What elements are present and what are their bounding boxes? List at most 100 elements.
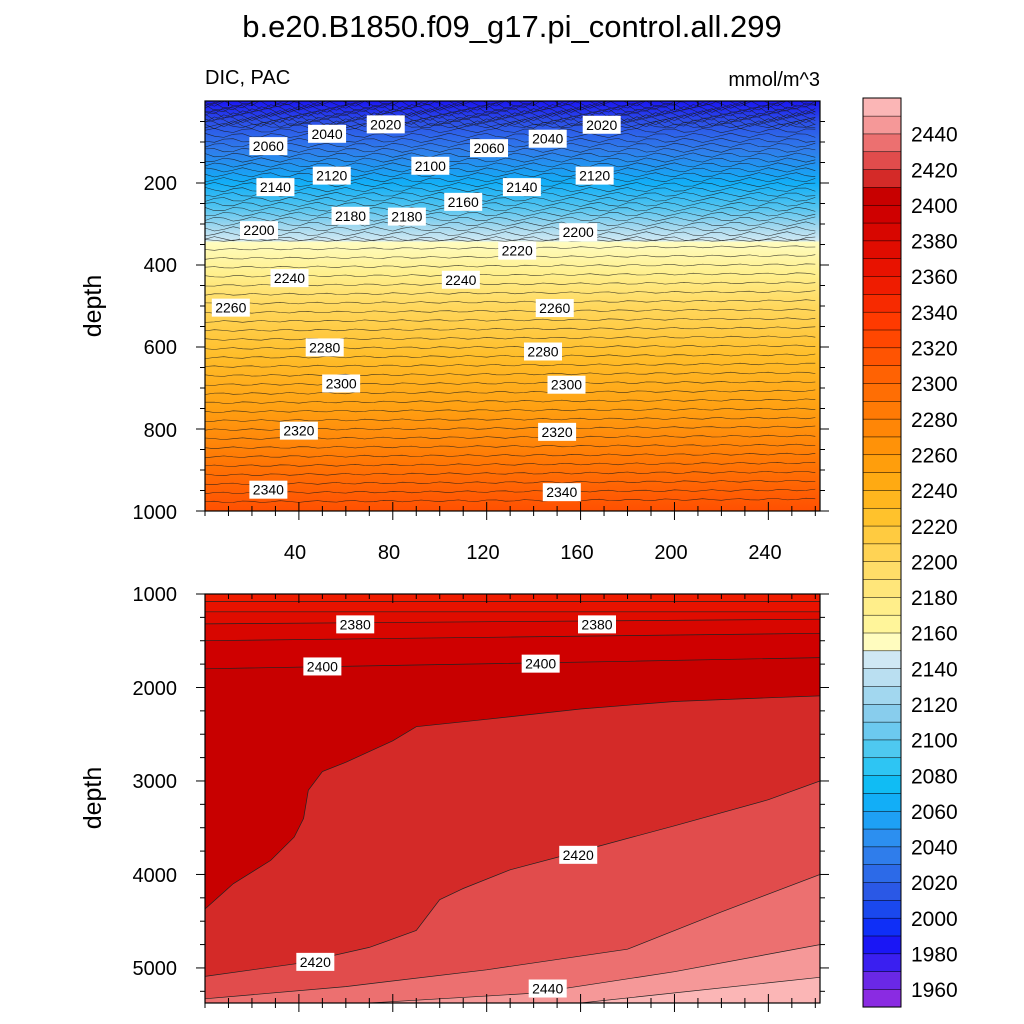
contour-label: 2200 <box>239 221 278 240</box>
colorbar-label: 2360 <box>911 266 958 289</box>
colorbar-box <box>862 757 902 776</box>
contour-line <box>205 695 820 910</box>
contour-label-box <box>575 166 614 185</box>
colorbar-box <box>862 596 902 616</box>
colorbar-box <box>862 275 902 295</box>
contour-line <box>205 780 820 977</box>
contour-label: 2400 <box>521 654 560 673</box>
colorbar-label: 2220 <box>911 516 958 539</box>
contour-label-box <box>303 657 342 676</box>
contour-line <box>205 172 816 178</box>
units-label: mmol/m^3 <box>728 69 820 91</box>
colorbar-label: 2240 <box>911 480 958 503</box>
contour-label-text: 2300 <box>551 377 582 393</box>
colorbar-box <box>862 971 902 990</box>
contour-line <box>205 142 816 148</box>
contour-label-box <box>578 615 617 634</box>
contour-line <box>205 389 816 395</box>
contour-label-text: 2340 <box>546 484 577 500</box>
contour-label-box <box>444 192 483 211</box>
colorbar-label: 2440 <box>911 124 958 147</box>
contour-label: 2180 <box>387 207 426 226</box>
contour-label-box <box>411 156 450 175</box>
contour-label-box <box>270 269 309 288</box>
contour-label-box <box>239 221 278 240</box>
contour-label: 2420 <box>296 952 335 971</box>
contour-label-box <box>547 375 586 394</box>
contour-line <box>205 407 816 413</box>
contour-line <box>205 353 816 359</box>
contour-label: 2280 <box>524 342 563 361</box>
colorbar-box <box>862 97 902 117</box>
contour-label: 2340 <box>542 483 581 502</box>
contour-line <box>205 362 816 368</box>
contour-line <box>205 206 816 212</box>
contour-label-box <box>470 139 509 158</box>
contour-label-box <box>498 241 537 260</box>
contour-label-text: 2120 <box>316 168 347 184</box>
colorbar-box <box>862 293 902 313</box>
contour-label-text: 2040 <box>532 131 563 147</box>
lower-y-tick-labels: 1000 2000 3000 4000 5000 <box>133 584 178 980</box>
contour-label-box <box>308 124 347 143</box>
contour-line <box>205 132 816 138</box>
contour-label: 2120 <box>312 166 351 185</box>
contour-label: 2420 <box>559 845 598 864</box>
contour-label-text: 2320 <box>542 424 573 440</box>
contour-label-text: 2320 <box>283 423 314 439</box>
xtick-label: 80 <box>378 542 400 564</box>
colorbar-box <box>862 668 902 687</box>
contour-label-text: 2280 <box>527 344 558 360</box>
colorbar-box <box>862 311 902 331</box>
colorbar-label: 2280 <box>911 409 958 432</box>
contour-line <box>205 162 816 168</box>
colorbar-box <box>862 240 902 259</box>
upper-y-tick-labels: 200 400 600 800 1000 <box>133 173 178 524</box>
contour-label-box <box>535 299 574 318</box>
lower-contour-labels: 2380 2380 2400 2400 2420 2420 2440 <box>296 615 617 998</box>
colorbar-label: 2160 <box>911 623 958 646</box>
colorbar-label: 2300 <box>911 373 958 396</box>
colorbar-label: 2260 <box>911 445 958 468</box>
colorbar-label: 2380 <box>911 231 958 254</box>
contour-line <box>205 480 816 485</box>
contour-label-box <box>296 952 335 971</box>
contour-label-text: 2020 <box>586 117 617 133</box>
contour-line <box>205 317 816 323</box>
upper-ytick-label: 800 <box>144 420 177 442</box>
colorbar-label: 2080 <box>911 765 958 788</box>
colorbar-label: 2040 <box>911 837 958 860</box>
contour-label: 2300 <box>547 375 586 394</box>
contour-line <box>554 976 820 1003</box>
contour-label-text: 2260 <box>215 300 246 316</box>
contour-label: 2320 <box>279 421 318 440</box>
contour-line <box>205 101 816 107</box>
contour-line <box>205 114 816 123</box>
contour-line <box>205 380 816 386</box>
x-tick-labels: 40 80 120 160 200 240 <box>284 542 782 564</box>
xtick-label: 240 <box>748 542 781 564</box>
colorbar-box <box>862 846 902 865</box>
contour-label: 2020 <box>366 115 405 134</box>
colorbar-box <box>862 454 902 473</box>
contour-label-box <box>366 115 405 134</box>
contour-label: 2280 <box>305 338 344 357</box>
upper-ylabel: depth <box>79 275 107 338</box>
contour-label-box <box>305 338 344 357</box>
contour-label: 2040 <box>308 124 347 143</box>
colorbar-box <box>862 222 902 242</box>
contour-line <box>205 120 816 130</box>
contour-label: 2260 <box>211 298 250 317</box>
contour-label-text: 2180 <box>335 208 366 224</box>
contour-line <box>205 216 816 222</box>
colorbar-box <box>862 525 902 545</box>
colorbar-box <box>862 186 902 206</box>
upper-field <box>205 101 820 511</box>
lower-frame <box>204 593 821 1004</box>
contour-label: 2300 <box>322 374 361 393</box>
colorbar-box <box>862 133 902 153</box>
contour-label-text: 2200 <box>563 224 594 240</box>
contour-label-box <box>528 129 567 148</box>
contour-line <box>205 152 816 158</box>
